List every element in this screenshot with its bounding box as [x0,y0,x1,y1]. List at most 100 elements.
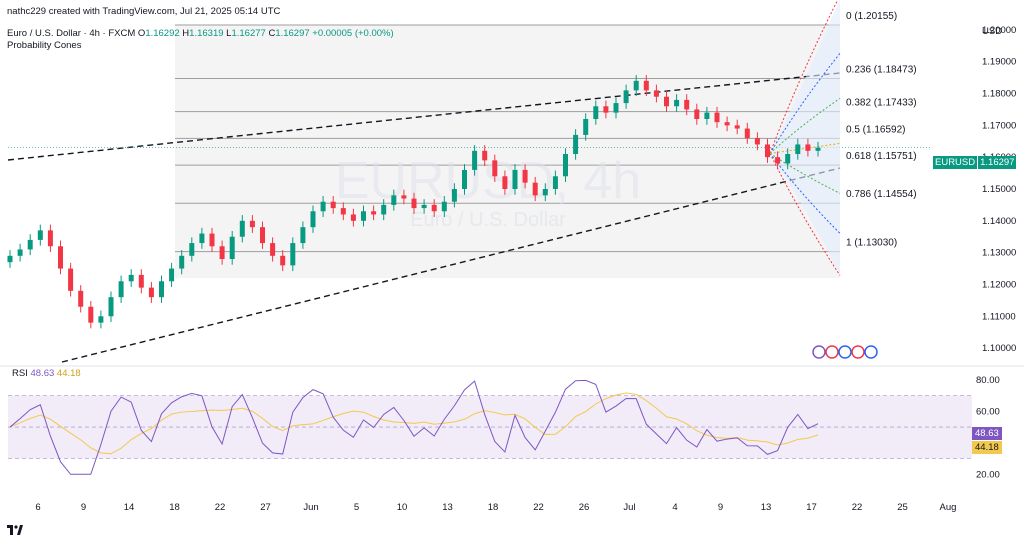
rsi-ma-value: 44.18 [56,368,81,379]
time-tick-label: 13 [442,502,453,513]
close-label: C [268,28,276,39]
candle-body [88,306,94,323]
candle-body [270,243,276,256]
candle-body [674,99,680,107]
price-tick-label: 1.17000 [982,120,1016,131]
high-value: 1.16319 [189,28,224,39]
candle-body [300,227,306,244]
fib-level-label: 0.382 (1.17433) [846,98,917,109]
time-tick-label: 25 [897,502,908,513]
change-value: +0.00005 (+0.00%) [312,28,394,39]
candle-body [714,112,720,123]
candle-body [330,201,336,209]
candle-body [563,154,568,177]
event-flag-icon [825,345,839,359]
fib-level-label: 0.236 (1.18473) [846,64,917,75]
symbol-title: Euro / U.S. Dollar · 4h · FXCM [7,28,136,39]
time-tick-label: 26 [579,502,590,513]
close-value: 1.16297 [275,28,310,39]
rsi-tick-label: 80.00 [976,375,1000,386]
indicator-name[interactable]: Probability Cones [7,40,82,51]
candle-body [37,230,43,240]
price-tick-label: 1.11000 [982,311,1016,322]
candle-body [320,201,326,212]
candle-body [7,255,13,263]
candle-body [653,90,659,97]
watermark-name: Euro / U.S. Dollar [410,209,566,231]
low-value: 1.16277 [231,28,266,39]
candle-body [451,189,457,202]
time-tick-label: 18 [488,502,499,513]
event-flag-icon [812,345,826,359]
tradingview-logo-icon [7,525,23,535]
candle-body [78,290,84,307]
candle-body [512,169,518,189]
candle-body [361,211,366,221]
price-tick-label: 1.13000 [982,248,1016,259]
candle-body [552,176,558,189]
candle-body [542,189,548,196]
candle-body [118,281,124,298]
candle-body [431,204,437,212]
fib-level-label: 0 (1.20155) [846,11,897,22]
candle-body [138,274,144,288]
candle-body [239,220,245,237]
event-flag-icon [851,345,865,359]
time-tick-label: 9 [81,502,86,513]
candle-body [643,80,649,91]
candle-body [47,230,53,247]
candle-body [603,106,609,113]
cone-outer-upper [769,0,839,154]
candle-body [421,204,427,209]
cone-inner-lower [769,152,841,194]
candle-body [664,96,669,107]
rsi-value: 48.63 [30,368,55,379]
open-label: O [137,28,146,39]
candle-body [462,169,467,189]
price-tick-label: 1.12000 [982,279,1016,290]
candle-body [684,99,690,110]
rsi-value-tag: 48.63 [972,427,1002,440]
candle-body [482,150,488,161]
candle-body [633,80,639,91]
candle-body [179,255,185,269]
open-value: 1.16292 [145,28,180,39]
watermark-ticker: EURUSD, 4h [335,152,641,210]
candle-body [280,255,286,266]
low-label: L [226,28,232,39]
last-price-tag: EURUSD 1.16297 [933,156,1017,169]
candle-body [593,106,599,119]
candle-body [401,195,407,199]
last-price-value: 1.16297 [977,156,1017,169]
lower-trend-line [61,167,841,363]
candle-body [411,198,417,209]
candle-body [148,287,154,298]
author-line: nathc229 created with TradingView.com, J… [7,6,281,17]
cone-outer-lower [769,153,841,276]
candle-body [795,144,801,154]
candle-body [754,138,760,145]
rsi-ma-tag: 44.18 [972,441,1002,454]
price-tick-label: 1.18000 [982,89,1016,100]
time-tick-label: Jun [303,502,318,513]
event-flag-icon [864,345,878,359]
time-tick-label: 5 [354,502,359,513]
candle-body [785,154,791,164]
candle-body [492,160,498,177]
candle-body [229,236,235,259]
fib-level-label: 0.786 (1.14554) [846,189,917,200]
cone-middle-upper [769,53,841,154]
candle-body [441,201,447,212]
candle-body [724,122,730,126]
candle-body [169,268,175,282]
candle-body [583,119,589,135]
candle-body [260,227,265,244]
tradingview-logo[interactable] [7,525,27,535]
price-tick-label: 1.10000 [982,343,1016,354]
cone-median [769,142,841,154]
candle-body [502,176,508,189]
candle-body [27,239,33,250]
candle-body [371,211,377,215]
candle-body [734,125,740,129]
